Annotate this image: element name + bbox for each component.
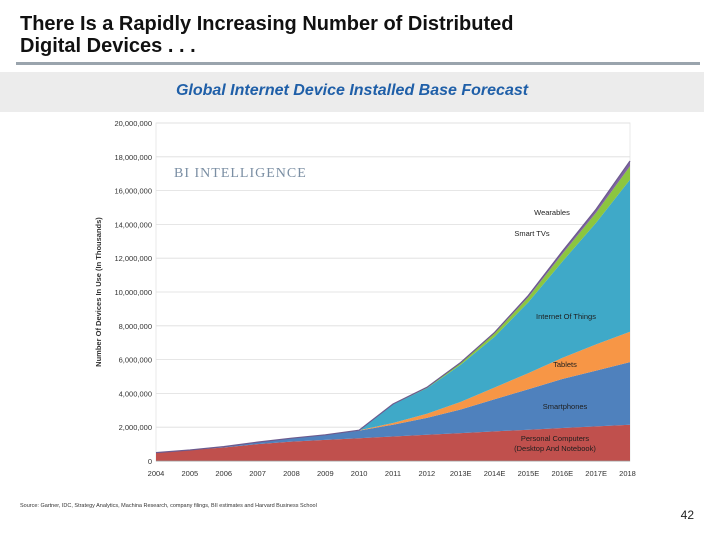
x-tick-label: 2016E [551, 469, 573, 478]
series-area-personal-computers-desktop-and-notebook [156, 424, 630, 461]
y-tick-label: 14,000,000 [114, 220, 152, 229]
y-tick-label: 6,000,000 [119, 356, 152, 365]
chart-area: 0 2,000,000 4,000,000 6,000,000 8,000,000 10,… [90, 113, 636, 485]
area-chart: 0 2,000,000 4,000,000 6,000,000 8,000,000 10,… [94, 119, 636, 478]
slide-title-line: Digital Devices . . . [20, 35, 196, 57]
slide-title-line: There Is a Rapidly Increasing Number of … [20, 13, 514, 35]
y-axis-label: Number Of Devices In Use (In Thousands) [94, 217, 103, 367]
y-tick-label: 12,000,000 [114, 254, 152, 263]
y-tick-label: 4,000,000 [119, 389, 152, 398]
x-tick-label: 2005 [182, 469, 199, 478]
source-note: Source: Gartner, IDC, Strategy Analytics… [20, 503, 317, 509]
series-area-smartphones [156, 362, 630, 453]
y-tick-label: 16,000,000 [114, 187, 152, 196]
series-label: Smart TVs [514, 229, 550, 238]
x-tick-label: 2013E [450, 469, 472, 478]
x-tick-label: 2004 [148, 469, 165, 478]
x-tick-label: 2012 [419, 469, 436, 478]
x-tick-label: 2015E [518, 469, 540, 478]
y-tick-label: 0 [148, 457, 152, 466]
series-label: Personal Computers [521, 434, 590, 443]
x-tick-label: 2018E [619, 469, 636, 478]
x-tick-label: 2014E [484, 469, 506, 478]
series-area-internet-of-things [156, 179, 630, 453]
y-tick-label: 2,000,000 [119, 423, 152, 432]
watermark-logo-text: BI INTELLIGENCE [174, 166, 307, 181]
series-label: (Desktop And Notebook) [514, 444, 596, 453]
page-number: 42 [680, 508, 694, 522]
y-tick-label: 8,000,000 [119, 322, 152, 331]
x-tick-label: 2006 [215, 469, 232, 478]
series-top-outline [155, 160, 631, 454]
x-tick-label: 2009 [317, 469, 334, 478]
x-tick-label: 2007 [249, 469, 266, 478]
y-tick-label: 10,000,000 [114, 288, 152, 297]
x-tick-label: 2017E [585, 469, 607, 478]
subtitle-band [0, 72, 704, 112]
series-label: Wearables [534, 208, 570, 217]
series-label: Internet Of Things [536, 312, 596, 321]
x-tick-label: 2010 [351, 469, 368, 478]
x-tick-label: 2008 [283, 469, 300, 478]
series-label: Tablets [553, 360, 577, 369]
y-tick-label: 18,000,000 [114, 153, 152, 162]
x-tick-label: 2011 [385, 469, 401, 478]
chart-title: Global Internet Device Installed Base Fo… [175, 82, 529, 99]
slide-title: There Is a Rapidly Increasing Number of … [20, 13, 660, 57]
y-tick-label: 20,000,000 [114, 119, 152, 128]
series-label: Smartphones [543, 402, 588, 411]
title-divider [16, 62, 700, 65]
